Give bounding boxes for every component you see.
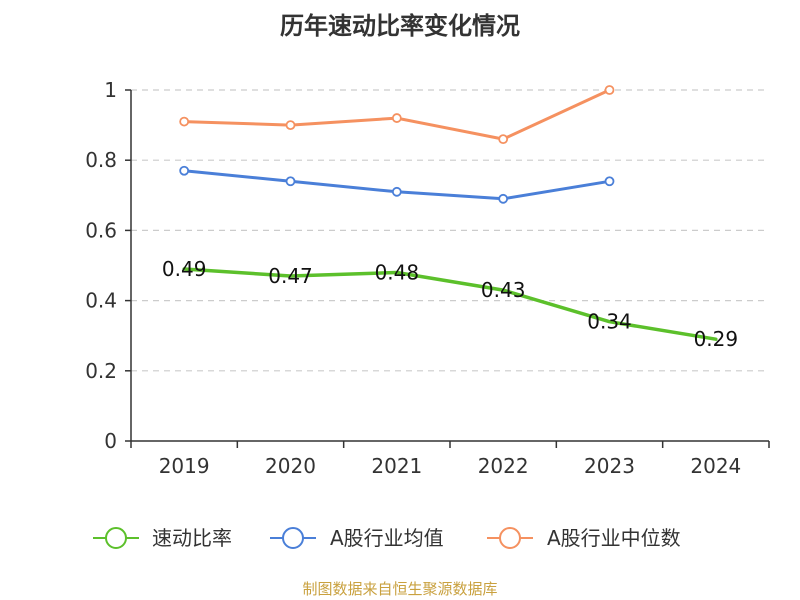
legend-label-0: 速动比率 — [152, 526, 232, 550]
chart-title: 历年速动比率变化情况 — [280, 12, 520, 40]
legend-swatch-circle-2 — [499, 527, 521, 549]
series-2-point-2023 — [604, 85, 615, 95]
series-1-point-2020 — [285, 176, 296, 187]
data-labels: 0.49 0.47 0.48 0.43 0.34 0.29 — [162, 257, 738, 351]
series-1-point-2023 — [604, 176, 615, 187]
legend-item-1[interactable]: A股行业均值 — [270, 526, 444, 550]
x-tick-label-2024: 2024 — [690, 454, 741, 478]
x-tick-label-2020: 2020 — [265, 454, 316, 478]
x-tick-label-2023: 2023 — [584, 454, 635, 478]
series-2-point-2022 — [498, 134, 509, 145]
series-2-point-2020 — [285, 120, 296, 130]
grid-lines — [131, 89, 769, 372]
series-2-point-2019 — [179, 116, 190, 127]
data-label-2022: 0.43 — [481, 278, 526, 302]
data-label-2021: 0.48 — [375, 261, 420, 285]
y-tick-label-0: 0 — [104, 429, 117, 453]
data-label-2020: 0.47 — [268, 264, 313, 288]
y-tick-label-2: 0.4 — [85, 289, 117, 313]
data-label-2023: 0.34 — [587, 310, 632, 334]
axes: 0 0.2 0.4 0.6 0.8 1 2019 2020 2021 2022 2023 2024 — [85, 78, 770, 478]
series-1-point-2021 — [391, 186, 402, 197]
data-source-note: 制图数据来自恒生聚源数据库 — [302, 580, 498, 598]
y-tick-label-1: 0.2 — [85, 359, 117, 383]
series-1-point-2022 — [498, 193, 509, 204]
legend-swatch-circle-0 — [105, 527, 127, 549]
legend-label-1: A股行业均值 — [330, 526, 444, 550]
legend[interactable]: 速动比率 A股行业均值 A股行业中位数 — [93, 526, 681, 550]
y-tick-label-3: 0.6 — [85, 218, 117, 242]
x-tick-label-2021: 2021 — [371, 454, 422, 478]
legend-item-0[interactable]: 速动比率 — [93, 526, 232, 550]
y-tick-label-5: 1 — [104, 78, 117, 102]
legend-swatch-circle-1 — [282, 527, 304, 549]
legend-label-2: A股行业中位数 — [547, 526, 681, 550]
x-tick-label-2022: 2022 — [478, 454, 529, 478]
x-tick-label-2019: 2019 — [159, 454, 210, 478]
y-tick-label-4: 0.8 — [85, 148, 117, 172]
data-label-2024: 0.29 — [694, 327, 739, 351]
data-label-2019: 0.49 — [162, 257, 207, 281]
series-2-point-2021 — [391, 113, 402, 123]
series-1-point-2019 — [179, 165, 190, 176]
series-lines — [179, 85, 718, 341]
legend-item-2[interactable]: A股行业中位数 — [487, 526, 681, 550]
series-line-0 — [182, 267, 718, 341]
